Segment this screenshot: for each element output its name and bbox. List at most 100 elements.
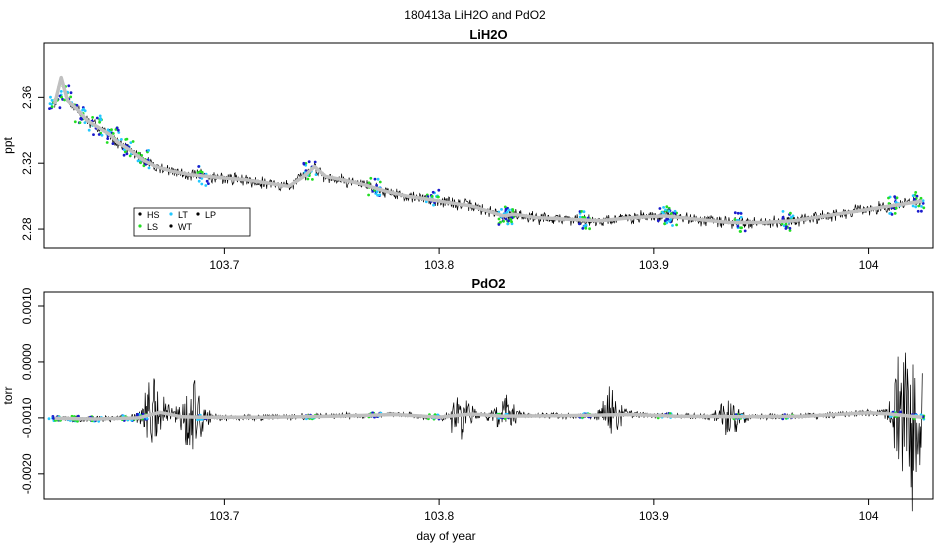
panel-title: LiH2O xyxy=(469,27,507,42)
calibration-point xyxy=(111,142,115,146)
calibration-point xyxy=(911,204,915,208)
panel-pdo2: PdO2 103.7 103.8 103.9 104 -0.0020 -0.0010 0.00… xyxy=(1,276,934,523)
y-tick-label: -0.0010 xyxy=(20,397,34,438)
calibration-point xyxy=(131,140,135,143)
calibration-point xyxy=(375,190,379,194)
panel-lih2o: LiH2O 103.7 103.8 103.9 104 2.28 2.32 2.36 ppt HS… xyxy=(1,27,934,272)
calibration-point xyxy=(922,206,926,210)
calibration-point xyxy=(95,116,99,120)
calibration-point xyxy=(919,196,923,200)
calibration-point xyxy=(48,107,51,110)
calibration-point xyxy=(739,215,743,219)
calibration-point xyxy=(500,208,503,211)
calibration-point xyxy=(116,128,120,132)
calibration-point xyxy=(49,95,52,99)
calibration-point xyxy=(376,177,380,181)
raw-trace xyxy=(54,78,923,229)
plot-frame xyxy=(43,42,934,249)
legend-marker xyxy=(138,212,142,216)
calibration-point xyxy=(98,120,101,124)
calibration-point xyxy=(580,210,584,213)
legend-label: HS xyxy=(147,210,160,220)
calibration-point xyxy=(584,226,588,230)
calibration-point xyxy=(789,216,793,219)
calibration-point xyxy=(314,173,318,177)
calibration-point xyxy=(581,227,585,230)
calibration-point xyxy=(67,84,71,88)
calibration-point xyxy=(656,219,660,223)
calibration-point xyxy=(110,128,113,132)
calibration-point xyxy=(91,116,94,119)
plot-frame xyxy=(43,291,934,500)
calibration-point xyxy=(915,194,919,198)
calibration-point xyxy=(313,160,317,164)
calibration-point xyxy=(784,227,788,230)
calibration-point xyxy=(504,217,508,221)
x-tick-label: 103.7 xyxy=(209,509,239,523)
calibration-point xyxy=(50,105,54,109)
calibration-point xyxy=(673,209,677,213)
calibration-point xyxy=(50,99,54,102)
legend-marker xyxy=(169,224,173,228)
x-tick-label: 103.9 xyxy=(639,509,669,523)
calibration-point xyxy=(369,176,373,180)
calibration-point xyxy=(136,412,139,416)
calibration-point xyxy=(914,205,918,209)
y-tick-label: 2.36 xyxy=(20,85,34,109)
calibration-point xyxy=(785,225,788,228)
figure-title: 180413a LiH2O and PdO2 xyxy=(404,8,546,22)
calibration-point xyxy=(578,222,581,226)
x-tick-label: 103.7 xyxy=(209,258,239,272)
y-tick-label: 2.32 xyxy=(20,151,34,175)
calibration-point xyxy=(58,106,62,110)
calibration-point xyxy=(736,224,740,228)
calibration-point xyxy=(123,150,127,154)
calibration-point xyxy=(75,103,79,107)
calibration-point xyxy=(497,223,501,226)
x-tick-label: 103.9 xyxy=(639,258,669,272)
calibration-point xyxy=(424,200,428,204)
calibration-point xyxy=(738,230,742,233)
calibration-point xyxy=(307,160,311,164)
calibration-point xyxy=(913,197,916,201)
calibration-point xyxy=(497,217,501,221)
calibration-point xyxy=(100,133,104,137)
calibration-point xyxy=(198,170,202,174)
calibration-point xyxy=(207,182,210,186)
calibration-point xyxy=(671,224,674,227)
calibration-point xyxy=(584,223,588,227)
calibration-point xyxy=(205,179,209,183)
calibration-point xyxy=(106,137,110,141)
calibration-point xyxy=(887,202,891,205)
calibration-point xyxy=(582,210,586,214)
calibration-point xyxy=(373,177,377,181)
legend: HS LS LT WT LP xyxy=(133,207,251,237)
calibration-point xyxy=(788,229,792,232)
calibration-point xyxy=(367,193,370,197)
calibration-point xyxy=(894,201,898,204)
calibration-point xyxy=(76,419,79,423)
legend-marker xyxy=(169,212,173,216)
x-tick-label: 103.8 xyxy=(424,258,454,272)
calibration-point xyxy=(920,209,923,213)
calibration-point xyxy=(510,220,513,224)
calibration-point xyxy=(893,195,897,199)
calibration-point xyxy=(129,141,133,145)
calibration-point xyxy=(147,166,151,170)
calibration-point xyxy=(921,199,925,203)
mean-line xyxy=(53,75,923,225)
calibration-point xyxy=(78,121,82,124)
calibration-point xyxy=(306,177,310,181)
x-tick-label: 103.8 xyxy=(424,509,454,523)
calibration-point xyxy=(781,215,785,219)
calibration-point xyxy=(197,179,201,183)
calibration-point xyxy=(60,95,63,99)
calibration-point xyxy=(499,220,502,224)
calibration-point xyxy=(63,98,66,102)
calibration-point xyxy=(888,212,892,215)
x-axis-title: day of year xyxy=(416,529,475,543)
calibration-point xyxy=(97,133,101,136)
calibration-point xyxy=(784,222,788,226)
calibration-point xyxy=(111,132,115,135)
calibration-point xyxy=(668,219,671,223)
